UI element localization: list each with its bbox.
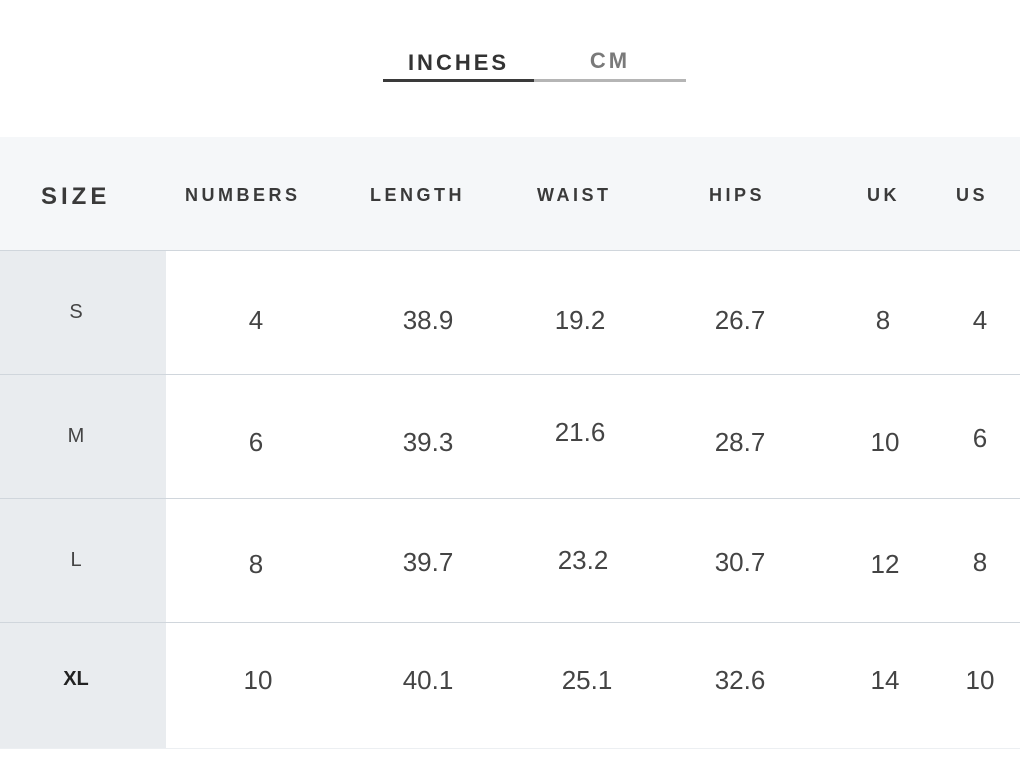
us-value: 10 [965,665,995,695]
length-value: 39.7 [402,547,454,577]
waist-value: 25.1 [561,665,613,695]
numbers-value: 10 [243,665,273,695]
uk-value: 12 [870,549,900,579]
uk-value: 8 [875,305,891,335]
size-label: M [67,425,85,447]
column-header-length: LENGTH [370,185,465,205]
tab-inches[interactable]: INCHES [383,38,534,82]
column-header-hips: HIPS [709,185,766,205]
column-header-size: SIZE [41,183,111,210]
hips-value: 28.7 [714,427,766,457]
size-label: XL [63,668,89,690]
length-value: 40.1 [402,665,454,695]
numbers-value: 6 [248,427,264,457]
hips-value: 32.6 [714,665,766,695]
waist-value: 23.2 [557,545,609,575]
numbers-value: 4 [248,305,264,335]
waist-value: 21.6 [554,417,606,447]
size-cell: L [0,499,166,622]
us-value: 8 [972,547,988,577]
tab-cm[interactable]: CM [534,38,686,82]
column-header-numbers: NUMBERS [185,185,301,205]
size-label: L [70,549,82,571]
uk-value: 10 [870,427,900,457]
size-chart-table: SIZE NUMBERS LENGTH WAIST HIPS UK US S 4… [0,137,1020,749]
hips-value: 26.7 [714,305,766,335]
column-header-us: US [956,185,989,205]
table-row: L 8 39.7 23.2 30.7 12 8 [0,499,1020,623]
us-value: 4 [972,305,988,335]
length-value: 39.3 [402,427,454,457]
size-cell: M [0,375,166,498]
hips-value: 30.7 [714,547,766,577]
unit-toggle: INCHES CM [383,38,686,84]
column-header-uk: UK [867,185,900,205]
size-cell: XL [0,623,166,748]
uk-value: 14 [870,665,900,695]
us-value: 6 [972,423,988,453]
waist-value: 19.2 [554,305,606,335]
size-cell: S [0,251,166,374]
column-header-waist: WAIST [537,185,612,205]
table-row: S 4 38.9 19.2 26.7 8 4 [0,251,1020,375]
table-row: M 6 39.3 21.6 28.7 10 6 [0,375,1020,499]
table-header-row: SIZE NUMBERS LENGTH WAIST HIPS UK US [0,137,1020,251]
table-row: XL 10 40.1 25.1 32.6 14 10 [0,623,1020,749]
numbers-value: 8 [248,549,264,579]
size-label: S [69,301,83,323]
length-value: 38.9 [402,305,454,335]
